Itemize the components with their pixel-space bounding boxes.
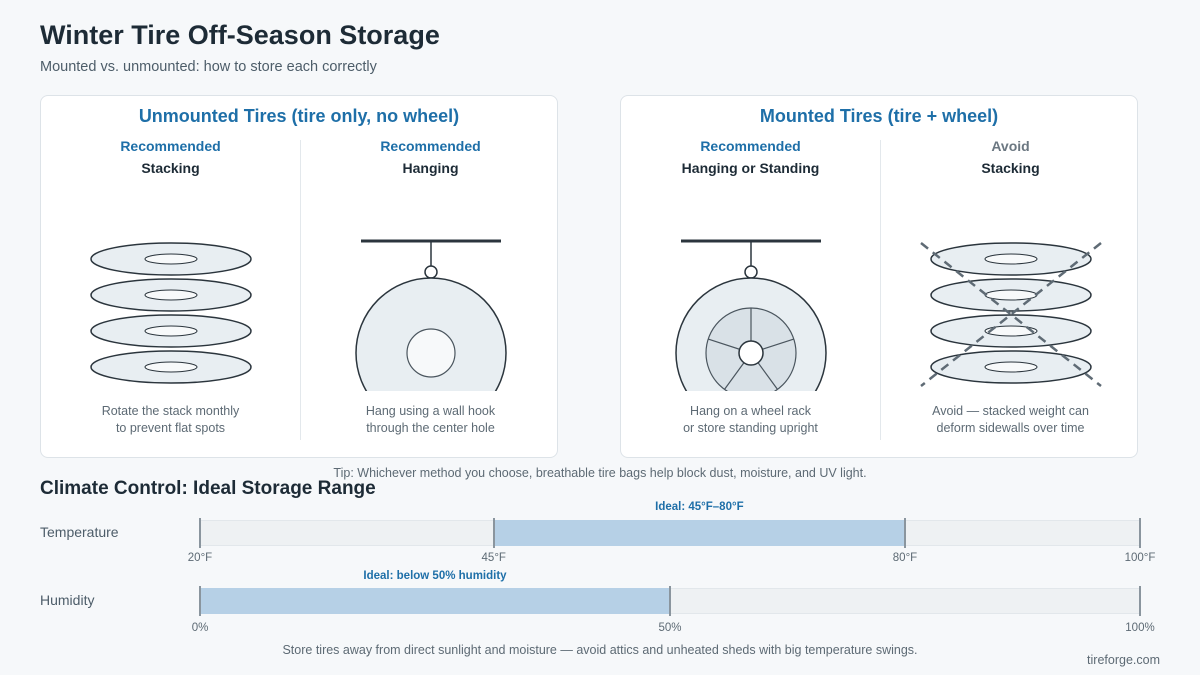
hanging-tire-illustration	[355, 239, 507, 391]
temperature-tick	[1139, 518, 1141, 548]
humidity-tick	[199, 586, 201, 616]
panel-divider	[880, 140, 881, 440]
humidity-ideal-label: Ideal: below 50% humidity	[363, 570, 507, 582]
humidity-tick-label: 0%	[191, 622, 209, 634]
temperature-label: Temperature	[40, 524, 119, 540]
humidity-label: Humidity	[40, 592, 95, 608]
caption-line: deform sidewalls over time	[936, 421, 1085, 435]
humidity-tick	[1139, 586, 1141, 616]
method-label: Stacking	[141, 160, 200, 176]
footnote: Store tires away from direct sunlight an…	[282, 643, 918, 657]
temperature-tick	[199, 518, 201, 548]
method-unmounted-hanging: Recommended Hanging Hang using a wall ho…	[301, 136, 560, 456]
method-unmounted-stacking: Recommended Stacking Rotate the stack mo…	[41, 136, 300, 456]
hanging-wheel-illustration	[675, 239, 827, 391]
temperature-ideal-label: Ideal: 45°F–80°F	[655, 501, 744, 513]
humidity-tick	[669, 586, 671, 616]
caption-line: Hang on a wheel rack	[690, 404, 811, 418]
status-label: Recommended	[700, 138, 801, 154]
panel-title: Mounted Tires (tire + wheel)	[759, 106, 999, 126]
unmounted-tires-panel: Unmounted Tires (tire only, no wheel) Re…	[40, 95, 558, 458]
status-label: Recommended	[120, 138, 221, 154]
panel-divider	[300, 140, 301, 440]
climate-section-title: Climate Control: Ideal Storage Range	[40, 478, 376, 499]
temperature-tick-label: 20°F	[187, 552, 213, 564]
method-mounted-stacking: Avoid Stacking Avoid — stacked weight ca…	[881, 136, 1140, 456]
caption-line: to prevent flat spots	[115, 421, 226, 435]
caption-line: Avoid — stacked weight can	[932, 404, 1089, 418]
status-label: Recommended	[380, 138, 481, 154]
caption-line: through the center hole	[366, 421, 495, 435]
method-label: Stacking	[981, 160, 1040, 176]
method-caption: Hang using a wall hook through the cente…	[311, 403, 550, 437]
method-mounted-hanging-standing: Recommended Hanging or Standing Hang on …	[621, 136, 880, 456]
method-label: Hanging	[402, 160, 459, 176]
panel-title: Unmounted Tires (tire only, no wheel)	[138, 106, 460, 126]
caption-line: Hang using a wall hook	[365, 404, 496, 418]
page-title: Winter Tire Off-Season Storage	[40, 20, 440, 50]
caption-line: or store standing upright	[683, 421, 818, 435]
method-caption: Hang on a wheel rack or store standing u…	[631, 403, 870, 437]
method-caption: Avoid — stacked weight can deform sidewa…	[891, 403, 1130, 437]
tip-text: Tip: Whichever method you choose, breath…	[333, 466, 867, 480]
humidity-ideal-fill	[200, 588, 670, 614]
humidity-tick-label: 100%	[1125, 622, 1155, 634]
temperature-tick-label: 100°F	[1124, 552, 1156, 564]
mounted-tires-panel: Mounted Tires (tire + wheel) Recommended…	[620, 95, 1138, 458]
status-label: Avoid	[991, 138, 1030, 154]
cross-out-icon	[920, 242, 1102, 387]
brand-label: tireforge.com	[1087, 653, 1160, 667]
caption-line: Rotate the stack monthly	[101, 404, 240, 418]
stacked-wheels-illustration	[920, 242, 1102, 387]
page-subtitle: Mounted vs. unmounted: how to store each…	[40, 59, 377, 75]
method-caption: Rotate the stack monthly to prevent flat…	[51, 403, 290, 437]
stacked-tires-illustration	[90, 242, 252, 384]
humidity-tick-label: 50%	[658, 622, 682, 634]
temperature-ideal-fill	[493, 520, 905, 546]
temperature-tick-label: 45°F	[481, 552, 506, 564]
temperature-tick-label: 80°F	[892, 552, 918, 564]
temperature-tick	[904, 518, 906, 548]
method-label: Hanging or Standing	[681, 160, 820, 176]
temperature-tick	[493, 518, 495, 548]
